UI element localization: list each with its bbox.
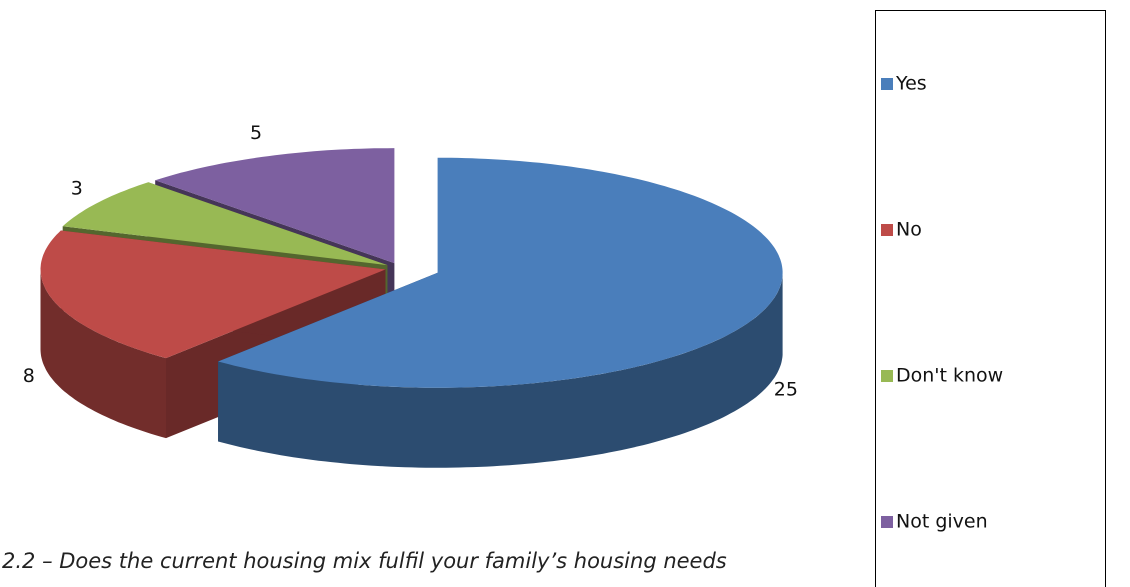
data-label: 5 [250,122,262,144]
slice-top [62,182,388,266]
slice-top [218,157,783,388]
legend-label: Don't know [896,365,1003,387]
legend-label: Not given [896,511,988,533]
pie-slice [218,157,783,468]
legend-swatch [881,516,893,528]
legend-box [875,10,1106,587]
legend-label: No [896,219,922,241]
legend-swatch [881,370,893,382]
slice-top [40,230,386,359]
legend-swatch [881,78,893,90]
slice-side [218,272,783,468]
slice-top [155,148,395,264]
legend-label: Yes [895,73,927,95]
slice-side [40,269,166,439]
chart-caption: 2.2 – Does the current housing mix fulfi… [2,549,727,573]
legend-swatch [881,224,893,236]
data-label: 25 [774,379,798,401]
data-label: 3 [71,178,83,200]
data-label: 8 [23,365,35,387]
